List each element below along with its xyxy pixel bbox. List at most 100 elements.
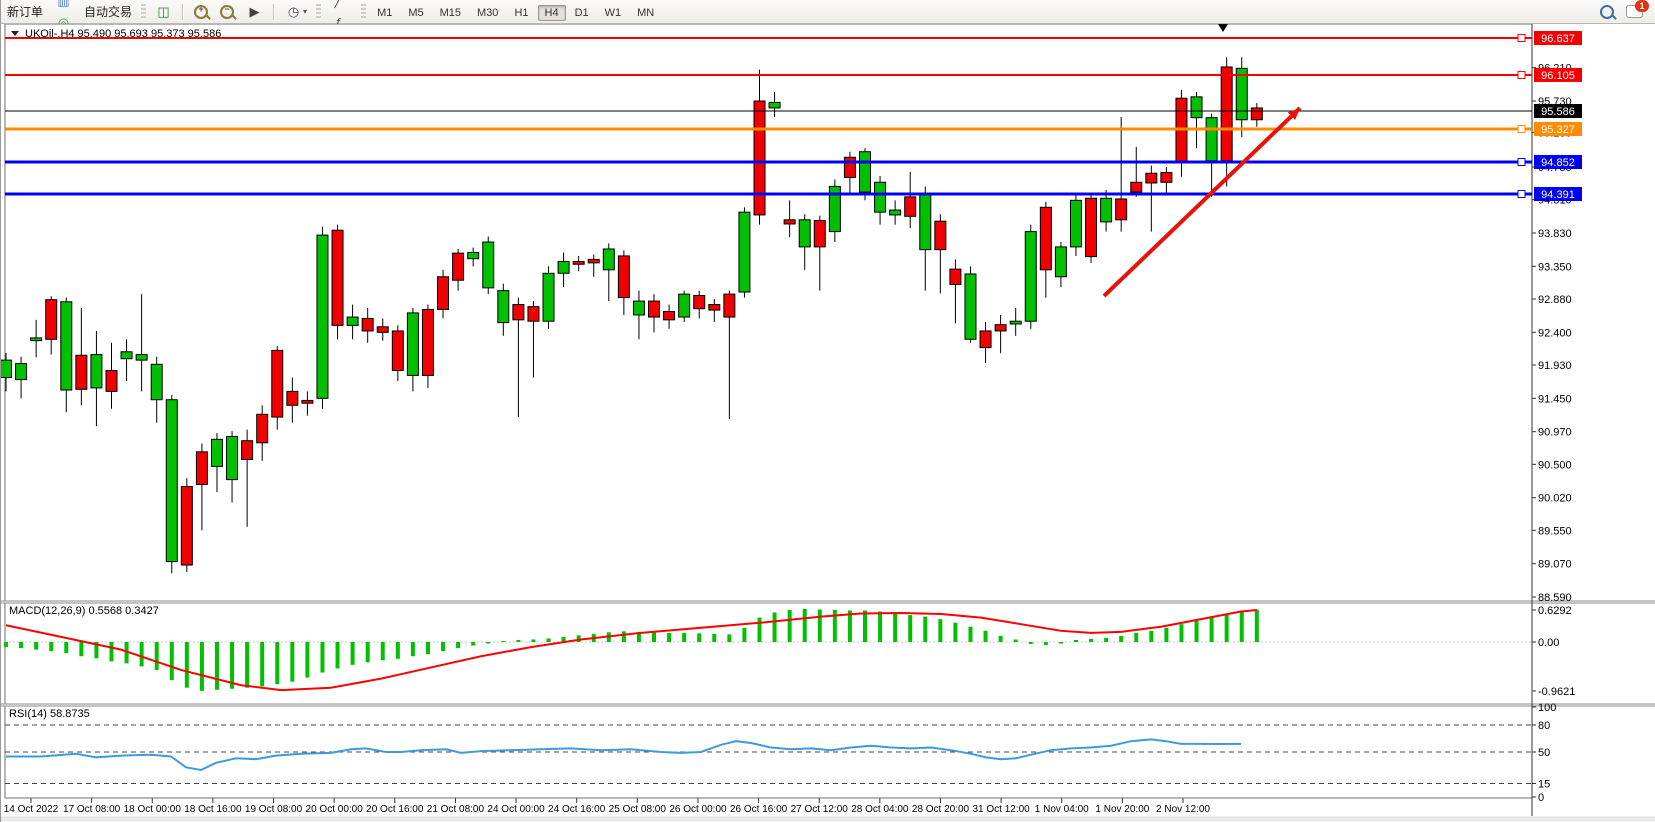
symbol-dropdown-icon[interactable] [11, 31, 19, 36]
candle [391, 330, 404, 372]
hline-handle[interactable] [1517, 124, 1526, 133]
candle [241, 440, 254, 460]
candle [663, 310, 676, 321]
candle [828, 185, 841, 233]
strategy-tester-icon: ◎ [57, 15, 70, 30]
macd-tick-label: 0.00 [1538, 637, 1559, 649]
candle [617, 255, 630, 299]
panel-frame [4, 23, 1533, 602]
candle [60, 301, 73, 391]
candlestick-chart-icon: ◫ [157, 4, 170, 19]
candle [934, 220, 947, 251]
rsi-tick-label: 100 [1538, 702, 1556, 714]
timeframe-h1[interactable]: H1 [514, 6, 529, 19]
time-tick-label: 24 Oct 00:00 [487, 804, 545, 815]
new-order-button[interactable]: 新订单 [2, 1, 48, 23]
price-tick-label: 92.400 [1538, 327, 1572, 339]
candle [195, 451, 208, 485]
candle [572, 260, 585, 265]
toolbar-grip [141, 3, 147, 20]
toolbar-separator [182, 3, 185, 20]
chart-canvas[interactable]: 96.21095.73095.28094.78094.31093.83093.3… [1, 23, 1655, 822]
rsi-line [6, 738, 1242, 772]
trendline-icon: ╱ [334, 0, 343, 8]
price-tag [1534, 30, 1582, 45]
candle [90, 354, 103, 389]
candle [738, 211, 751, 293]
zoom-in-icon: + [194, 4, 209, 19]
candle [437, 276, 450, 310]
timeframe-m5[interactable]: M5 [408, 6, 424, 19]
new-order-label: 新订单 [7, 5, 44, 19]
chart-window[interactable]: 96.21095.73095.28094.78094.31093.83093.3… [1, 23, 1655, 822]
time-tick-label: 21 Oct 08:00 [427, 804, 485, 815]
timeframe-mn[interactable]: MN [637, 6, 655, 19]
top-toolbar: 新订单 ◆▥◎● 自动交易 ∥◫∿ + − ▦▶⇥ +▾◷▾▤▾ ↖+│─╱ƒF… [1, 0, 1655, 118]
price-tag [1534, 121, 1582, 136]
candle [135, 354, 148, 361]
trend-arrow-head[interactable] [1287, 108, 1300, 121]
candle [1205, 117, 1218, 162]
zoom-out-button[interactable]: − [215, 1, 239, 23]
notification-badge: 1 [1635, 0, 1649, 12]
candle [1220, 66, 1233, 162]
candle [678, 293, 691, 318]
strategy-tester-button[interactable]: ◎ [50, 12, 77, 34]
search-icon [1600, 4, 1614, 19]
candle [286, 390, 299, 406]
candle [226, 436, 239, 481]
candle [964, 273, 977, 340]
price-tick-label: 91.450 [1538, 393, 1572, 405]
candlestick-chart-button[interactable]: ◫ [150, 1, 177, 23]
time-tick-label: 28 Oct 20:00 [912, 804, 970, 815]
candle [512, 304, 525, 321]
candle [346, 316, 359, 326]
candle [210, 438, 223, 467]
trend-arrow[interactable] [1102, 106, 1302, 298]
rsi-tick-label: 50 [1538, 747, 1550, 759]
notifications-button[interactable]: 1 [1621, 0, 1649, 23]
timeframe-d1[interactable]: D1 [574, 6, 589, 19]
auto-scroll-button[interactable]: ▶ [241, 1, 268, 23]
rsi-label: RSI(14) 58.8735 [9, 708, 90, 720]
price-tag-label: 95.586 [1541, 106, 1575, 118]
timeframe-m15[interactable]: M15 [439, 6, 462, 19]
hline-handle[interactable] [1517, 70, 1526, 79]
zoom-out-icon: − [220, 4, 235, 19]
timeframe-m1[interactable]: M1 [377, 6, 393, 19]
terminal-button[interactable]: ▥ [50, 0, 77, 12]
candle [105, 370, 118, 392]
price-tag-label: 94.852 [1541, 157, 1575, 169]
auto-scroll-icon: ▶ [249, 4, 260, 19]
candle [482, 241, 495, 289]
timeframe-w1[interactable]: W1 [604, 6, 622, 19]
candle [949, 268, 962, 285]
hline-handle[interactable] [1517, 190, 1526, 199]
candle [421, 308, 434, 376]
candle [783, 219, 796, 225]
periods-button[interactable]: ◷ ▾ [280, 1, 312, 23]
macd-signal-line [5, 608, 1258, 692]
candle [994, 324, 1007, 332]
price-tick-label: 93.350 [1538, 261, 1572, 273]
hline-handle[interactable] [1517, 33, 1526, 42]
macd-tick-label: 0.6292 [1538, 605, 1572, 617]
price-tag-label: 96.637 [1541, 33, 1575, 45]
zoom-in-button[interactable]: + [189, 1, 213, 23]
hline-handle[interactable] [1517, 157, 1526, 166]
auto-trading-button[interactable]: 自动交易 [79, 1, 137, 23]
search-button[interactable] [1595, 1, 1619, 23]
fibonacci-button[interactable]: ƒ [325, 12, 357, 34]
candle [150, 363, 163, 401]
timeframe-m30[interactable]: M30 [477, 6, 499, 19]
candle [693, 295, 706, 310]
price-tag [1534, 67, 1582, 82]
candle [1160, 172, 1173, 183]
time-tick-label: 26 Oct 16:00 [730, 804, 788, 815]
candle [798, 219, 811, 248]
timeframe-h4[interactable]: H4 [537, 4, 566, 21]
candle [376, 326, 389, 333]
candle [1115, 198, 1128, 221]
trendline-button[interactable]: ╱ [325, 0, 357, 12]
